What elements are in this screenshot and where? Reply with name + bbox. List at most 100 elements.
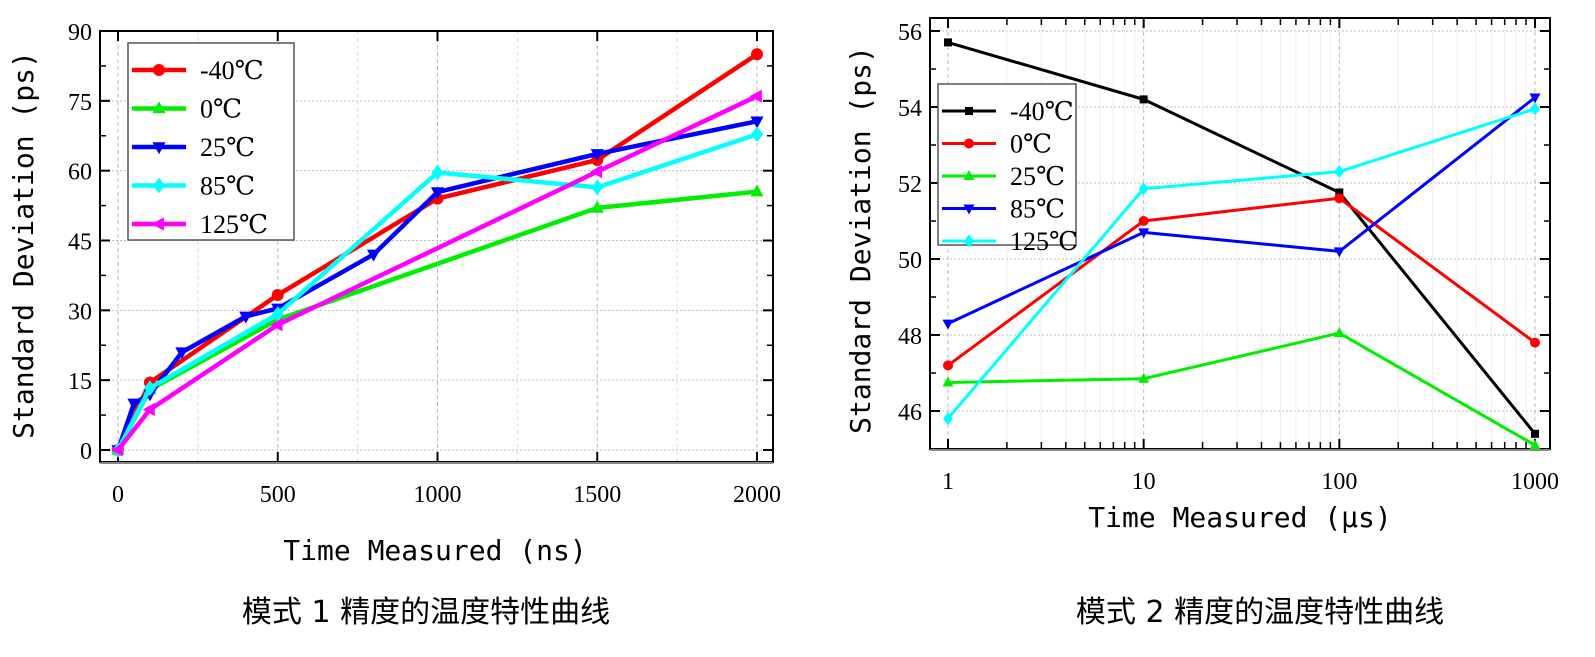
x-axis-label: Time Measured (ns) [283,534,586,567]
data-point [1139,95,1148,104]
data-point [750,116,764,129]
data-point [430,187,445,200]
data-point [1138,182,1149,196]
data-point [367,249,381,262]
x-tick-label: 1500 [573,482,621,508]
legend-box [127,42,295,241]
series-line [947,331,1536,447]
legend-marker [964,234,974,248]
data-point [142,402,155,417]
data-point [1138,228,1150,239]
data-point [431,164,444,181]
legend-marker [152,142,166,155]
legend-label: 125℃ [1010,227,1078,256]
data-point [1333,327,1345,338]
legend-label: 25℃ [200,133,255,162]
series-line [947,196,1536,367]
y-tick-label: 0 [80,439,92,465]
x-tick-label: 2000 [733,482,781,508]
data-point [751,48,763,61]
data-point [110,443,123,457]
x-axis-label: Time Measured (μs) [1088,501,1391,534]
data-point [1333,247,1345,258]
series-line [116,132,758,452]
legend-label: 0℃ [200,95,242,124]
series-25℃ [942,327,1541,450]
legend: -40℃ 0℃ 25℃ 85℃ 125℃ [937,83,1078,256]
y-tick-label: 90 [68,20,92,46]
legend-label: 0℃ [1010,130,1052,159]
series-line [946,107,1536,420]
data-point [750,184,764,197]
y-tick-label: 46 [898,400,922,426]
x-tick-label: 1000 [1511,469,1559,495]
legend: -40℃ 0℃ 25℃ 85℃ 125℃ [127,42,295,241]
y-tick-label: 45 [68,230,92,256]
data-point [1529,439,1541,450]
legend-label: -40℃ [200,56,264,85]
data-point [1334,193,1345,204]
data-point [1530,337,1540,348]
y-tick-label: 30 [68,299,92,325]
data-point [143,380,156,396]
legend-marker [153,64,165,76]
data-point [942,376,954,387]
legend-label: 25℃ [1010,162,1065,191]
legend-label: -40℃ [1010,97,1074,126]
data-point [943,412,953,426]
legend-marker [963,170,975,180]
y-tick-label: 15 [68,369,92,395]
data-point [1530,102,1540,116]
y-axis-label: Standard Deviation (ps) [844,46,877,434]
data-point [1334,165,1345,179]
legend-marker [152,101,166,114]
y-tick-label: 52 [898,172,922,198]
legend-marker [151,217,164,231]
data-point [590,164,603,179]
legend-marker [153,177,165,194]
y-tick-label: 75 [68,90,92,116]
chart-1: 0 500 1000 1500 2000 0 15 30 45 60 75 90 -40℃ 0℃ 25℃ 85… [7,20,781,630]
data-point [1531,429,1539,438]
data-point [591,179,604,196]
data-point [239,311,253,324]
y-tick-label: 50 [898,248,922,274]
legend-label: 125℃ [200,210,268,239]
chart-2: 1 10 100 1000 46 48 50 52 54 56 -40℃ 0℃ 25℃ 85℃ 125℃ Ti… [844,17,1559,630]
series-line [947,40,1537,435]
figure-caption: 模式 1 精度的温度特性曲线 [242,595,610,630]
y-tick-label: 54 [898,96,922,122]
data-point [1138,372,1150,383]
data-point [942,319,954,330]
x-tick-label: 0 [112,482,124,508]
y-tick-label: 56 [898,20,922,46]
x-tick-label: 10 [1132,469,1156,495]
legend-marker [964,138,974,149]
data-point [590,200,604,213]
data-point [271,288,284,301]
series-125℃ [943,102,1540,426]
y-tick-label: 48 [898,324,922,350]
x-tick-label: 1 [942,469,954,495]
legend-label: 85℃ [200,172,255,201]
data-point [271,306,284,322]
legend-marker [965,107,973,115]
data-point [749,89,762,103]
data-point [127,398,141,411]
figure-caption: 模式 2 精度的温度特性曲线 [1076,595,1444,630]
data-point [1138,216,1149,226]
data-point [943,360,953,371]
y-axis-label: Standard Deviation (ps) [7,51,40,439]
series-0℃ [943,193,1540,371]
data-point [1529,93,1541,104]
data-point [270,318,283,332]
data-point [175,347,189,360]
y-tick-label: 60 [68,160,92,186]
series--40℃ [944,38,1539,438]
data-point [751,126,763,143]
series-125℃ [110,89,762,457]
legend-label: 85℃ [1010,195,1065,224]
data-point [590,149,604,162]
legend-marker [963,204,975,215]
